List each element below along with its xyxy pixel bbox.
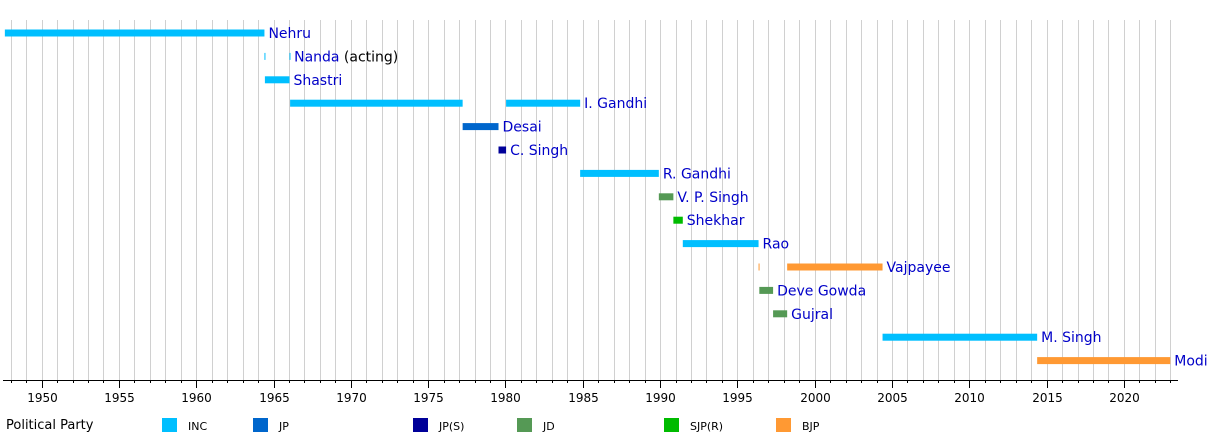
term-bar bbox=[264, 52, 266, 60]
term-bar bbox=[882, 333, 1038, 341]
pm-label: C. Singh bbox=[510, 143, 568, 159]
pm-label: Vajpayee bbox=[887, 260, 951, 276]
term-bar bbox=[498, 146, 507, 154]
term-bar bbox=[658, 193, 674, 201]
pm-name: Rao bbox=[763, 237, 790, 253]
x-tick-label: 2010 bbox=[954, 391, 985, 405]
pm-name: Shastri bbox=[293, 73, 342, 89]
x-tick-label: 1990 bbox=[645, 391, 676, 405]
pm-name: Nanda bbox=[294, 49, 339, 65]
x-tick-label: 1970 bbox=[336, 391, 367, 405]
x-tick-label: 1950 bbox=[27, 391, 58, 405]
pm-label: Nanda (acting) bbox=[294, 49, 398, 65]
legend-swatch bbox=[162, 418, 177, 432]
x-tick-label: 2000 bbox=[800, 391, 831, 405]
term-bar bbox=[1037, 357, 1171, 365]
legend-label: INC bbox=[188, 420, 207, 433]
x-tick-label: 1960 bbox=[181, 391, 212, 405]
legend-label: SJP(R) bbox=[690, 420, 723, 433]
pm-name: Vajpayee bbox=[887, 260, 951, 276]
term-bar bbox=[682, 240, 759, 248]
legend-label: JD bbox=[542, 420, 555, 433]
pm-label: R. Gandhi bbox=[663, 166, 731, 182]
term-bar bbox=[759, 286, 774, 294]
legend-swatch bbox=[413, 418, 428, 432]
pm-name: I. Gandhi bbox=[584, 96, 647, 112]
term-bar bbox=[787, 263, 883, 271]
pm-note: (acting) bbox=[339, 49, 398, 65]
pm-name: V. P. Singh bbox=[677, 190, 748, 206]
term-bar bbox=[758, 263, 760, 271]
term-bar bbox=[773, 310, 788, 318]
pm-name: Desai bbox=[503, 120, 542, 136]
x-tick-label: 1995 bbox=[722, 391, 753, 405]
x-tick-label: 2015 bbox=[1032, 391, 1063, 405]
term-bar bbox=[290, 99, 463, 107]
pm-name: Nehru bbox=[268, 26, 311, 42]
pm-label: Shekhar bbox=[687, 213, 745, 229]
term-bar bbox=[673, 216, 683, 224]
x-tick-label: 1955 bbox=[104, 391, 135, 405]
pm-label: I. Gandhi bbox=[584, 96, 647, 112]
term-bar bbox=[580, 169, 659, 177]
legend-label: BJP bbox=[802, 420, 820, 433]
pm-label: Gujral bbox=[791, 307, 833, 323]
pm-label: Nehru bbox=[268, 26, 311, 42]
pm-name: Shekhar bbox=[687, 213, 745, 229]
term-bar bbox=[462, 123, 499, 131]
pm-label: Shastri bbox=[293, 73, 342, 89]
legend-swatch bbox=[517, 418, 532, 432]
pm-label: Rao bbox=[763, 237, 790, 253]
pm-name: Deve Gowda bbox=[777, 283, 866, 299]
term-bar bbox=[506, 99, 581, 107]
legend-label: JP(S) bbox=[438, 420, 464, 433]
legend-swatch bbox=[776, 418, 791, 432]
x-tick-label: 1975 bbox=[413, 391, 444, 405]
term-bar bbox=[4, 29, 265, 37]
legend-label: JP bbox=[278, 420, 289, 433]
x-tick-label: 1980 bbox=[490, 391, 521, 405]
pm-name: R. Gandhi bbox=[663, 166, 731, 182]
legend: Political Party INC JP JP(S) JD SJP(R) BJP bbox=[6, 418, 820, 433]
legend-title: Political Party bbox=[6, 418, 94, 433]
x-axis: 1950 1955 1960 1965 1970 1975 1980 1985 1990 1995… bbox=[3, 380, 1178, 405]
legend-swatch bbox=[664, 418, 679, 432]
pm-label: Desai bbox=[503, 120, 542, 136]
pm-name: M. Singh bbox=[1041, 330, 1101, 346]
pm-name: Modi bbox=[1174, 354, 1207, 370]
pm-label: Deve Gowda bbox=[777, 283, 866, 299]
pm-label: M. Singh bbox=[1041, 330, 1101, 346]
gridlines bbox=[11, 20, 1171, 380]
term-bars bbox=[4, 29, 1171, 365]
pm-name: Gujral bbox=[791, 307, 833, 323]
pm-label: V. P. Singh bbox=[677, 190, 748, 206]
x-tick-label: 1965 bbox=[259, 391, 290, 405]
x-tick-label: 1985 bbox=[568, 391, 599, 405]
legend-swatch bbox=[253, 418, 268, 432]
x-tick-label: 2005 bbox=[877, 391, 908, 405]
pm-name: C. Singh bbox=[510, 143, 568, 159]
pm-label: Modi bbox=[1174, 354, 1207, 370]
pm-labels: Nehru Nanda (acting) Shastri I. Gandhi Desai… bbox=[268, 26, 1207, 370]
term-bar bbox=[289, 52, 291, 60]
x-tick-label: 2020 bbox=[1109, 391, 1140, 405]
term-bar bbox=[264, 76, 290, 84]
